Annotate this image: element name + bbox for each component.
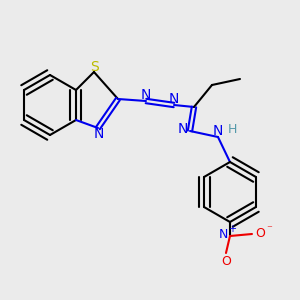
Text: N: N bbox=[94, 127, 104, 141]
Text: ⁻: ⁻ bbox=[266, 224, 272, 234]
Text: N: N bbox=[141, 88, 151, 102]
Text: N: N bbox=[218, 227, 228, 241]
Text: H: H bbox=[227, 122, 237, 136]
Text: N: N bbox=[213, 124, 223, 138]
Text: O: O bbox=[255, 226, 265, 239]
Text: S: S bbox=[91, 60, 99, 74]
Text: +: + bbox=[228, 224, 236, 234]
Text: O: O bbox=[221, 254, 231, 268]
Text: N: N bbox=[169, 92, 179, 106]
Text: N: N bbox=[178, 122, 188, 136]
